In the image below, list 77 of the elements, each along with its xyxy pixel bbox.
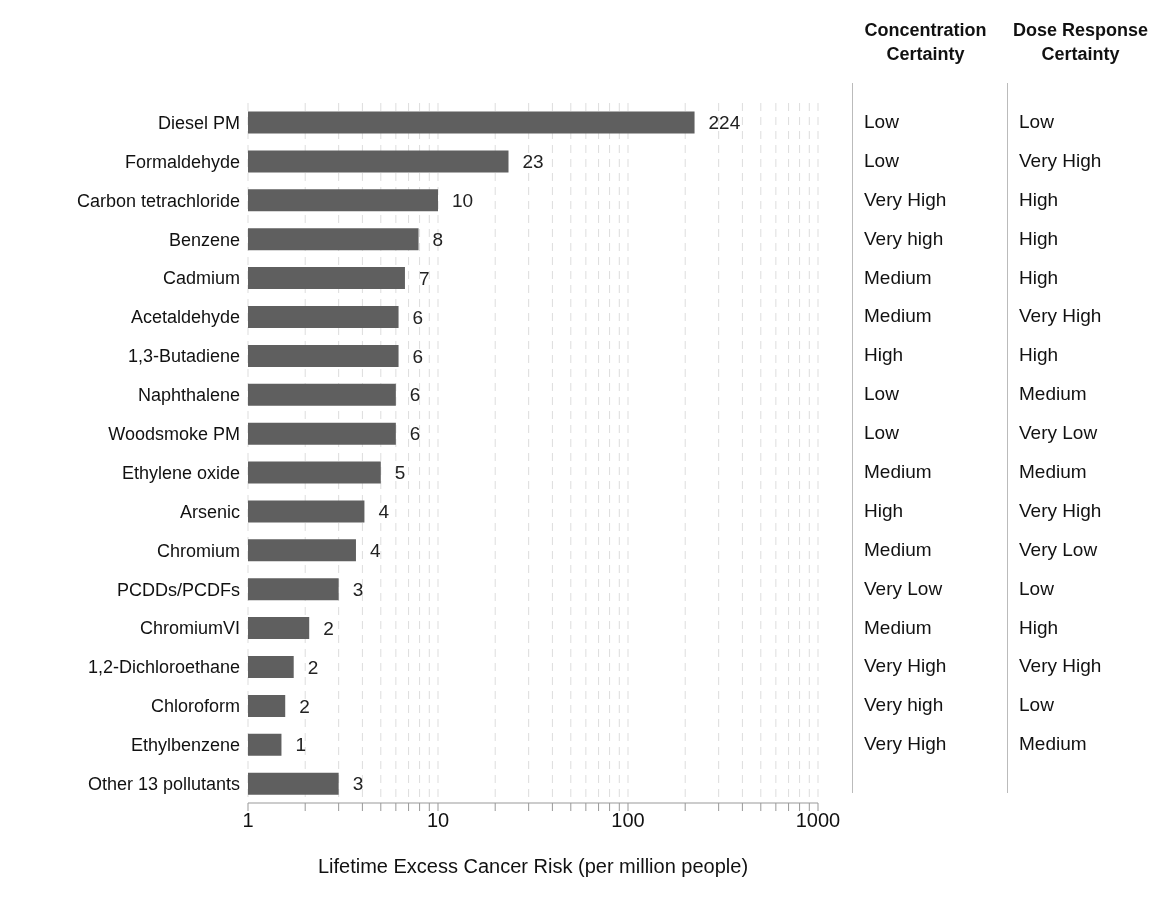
text: Very high bbox=[864, 693, 944, 718]
x-tick-label: 10 bbox=[426, 809, 450, 832]
data-label: 3 bbox=[352, 773, 364, 795]
data-label: 6 bbox=[412, 306, 424, 328]
text: Low bbox=[864, 421, 899, 446]
y-tick-label: ChromiumVI bbox=[139, 618, 240, 639]
y-tick-label: Carbon tetrachloride bbox=[76, 190, 240, 211]
data-label: 3 bbox=[352, 578, 364, 600]
text: Very High bbox=[1019, 148, 1102, 173]
y-tick-label: Formaldehyde bbox=[124, 151, 240, 172]
y-tick-label: Arsenic bbox=[179, 501, 240, 522]
x-axis-title: Lifetime Excess Cancer Risk (per million people) bbox=[317, 855, 749, 877]
data-label: 6 bbox=[412, 345, 424, 367]
data-label: 2 bbox=[307, 656, 319, 678]
y-tick-label: Acetaldehyde bbox=[130, 307, 240, 328]
text: Low bbox=[1019, 576, 1054, 601]
text: High bbox=[864, 498, 904, 523]
y-tick-label: Ethylbenzene bbox=[130, 735, 240, 756]
data-label: 5 bbox=[394, 462, 406, 484]
text: High bbox=[1019, 187, 1059, 212]
text: Medium bbox=[864, 615, 932, 640]
text: High bbox=[864, 343, 904, 368]
y-tick-label: Chromium bbox=[156, 540, 240, 561]
text: Dose Response Certainty bbox=[1011, 19, 1149, 66]
data-label: 6 bbox=[409, 423, 421, 445]
y-tick-label: Naphthalene bbox=[137, 385, 240, 406]
text: Very Low bbox=[1019, 421, 1098, 446]
data-label: 8 bbox=[432, 228, 444, 250]
text: Very High bbox=[864, 187, 947, 212]
text: Very High bbox=[1019, 498, 1102, 523]
x-tick-label: 100 bbox=[611, 809, 645, 832]
text: High bbox=[1019, 343, 1059, 368]
data-label: 10 bbox=[452, 189, 474, 211]
data-label: 1 bbox=[295, 734, 307, 756]
text: Very High bbox=[1019, 654, 1102, 679]
text: Very High bbox=[1019, 304, 1102, 329]
data-label: 23 bbox=[522, 151, 544, 173]
text: Low bbox=[864, 148, 899, 173]
y-tick-label: Benzene bbox=[168, 229, 240, 250]
text: High bbox=[1019, 265, 1059, 290]
data-label: 7 bbox=[418, 267, 430, 289]
x-tick-label: 1000 bbox=[795, 809, 841, 832]
data-label: 2 bbox=[299, 695, 310, 717]
data-label: 2 bbox=[323, 617, 334, 639]
text: High bbox=[1019, 226, 1059, 251]
text: Low bbox=[1019, 693, 1054, 718]
y-tick-label: Other 13 pollutants bbox=[87, 773, 240, 794]
text: Very High bbox=[864, 654, 947, 679]
y-tick-label: PCDDs/PCDFs bbox=[116, 579, 240, 600]
text: Low bbox=[1019, 110, 1054, 134]
y-tick-label: Ethylene oxide bbox=[121, 462, 240, 483]
y-tick-label: Woodsmoke PM bbox=[108, 423, 240, 444]
text: Very Low bbox=[864, 576, 943, 601]
text: Medium bbox=[864, 304, 932, 329]
text: Low bbox=[864, 382, 899, 407]
data-label: 4 bbox=[369, 539, 381, 561]
text: Medium bbox=[1019, 732, 1087, 757]
text: Very High bbox=[864, 732, 947, 757]
text: Medium bbox=[1019, 460, 1087, 484]
x-tick-label: 1 bbox=[242, 809, 254, 832]
data-label: 6 bbox=[409, 384, 421, 406]
text: Very Low bbox=[1019, 537, 1098, 562]
text: Medium bbox=[864, 265, 932, 290]
text: High bbox=[1019, 615, 1059, 640]
text: Medium bbox=[864, 537, 932, 562]
y-tick-label: 1,2-Dichloroethane bbox=[87, 657, 240, 678]
y-tick-label: Diesel PM bbox=[157, 112, 240, 133]
y-tick-label: 1,3-Butadiene bbox=[127, 346, 240, 367]
text: Low bbox=[864, 110, 899, 134]
text: Concentration Certainty bbox=[863, 19, 988, 66]
text: Medium bbox=[864, 460, 932, 484]
y-tick-label: Cadmium bbox=[162, 268, 240, 289]
data-label: 4 bbox=[378, 501, 390, 523]
y-tick-label: Chloroform bbox=[150, 696, 240, 717]
data-label: 224 bbox=[708, 112, 741, 134]
text: Very high bbox=[864, 226, 944, 251]
text: Medium bbox=[1019, 382, 1087, 407]
